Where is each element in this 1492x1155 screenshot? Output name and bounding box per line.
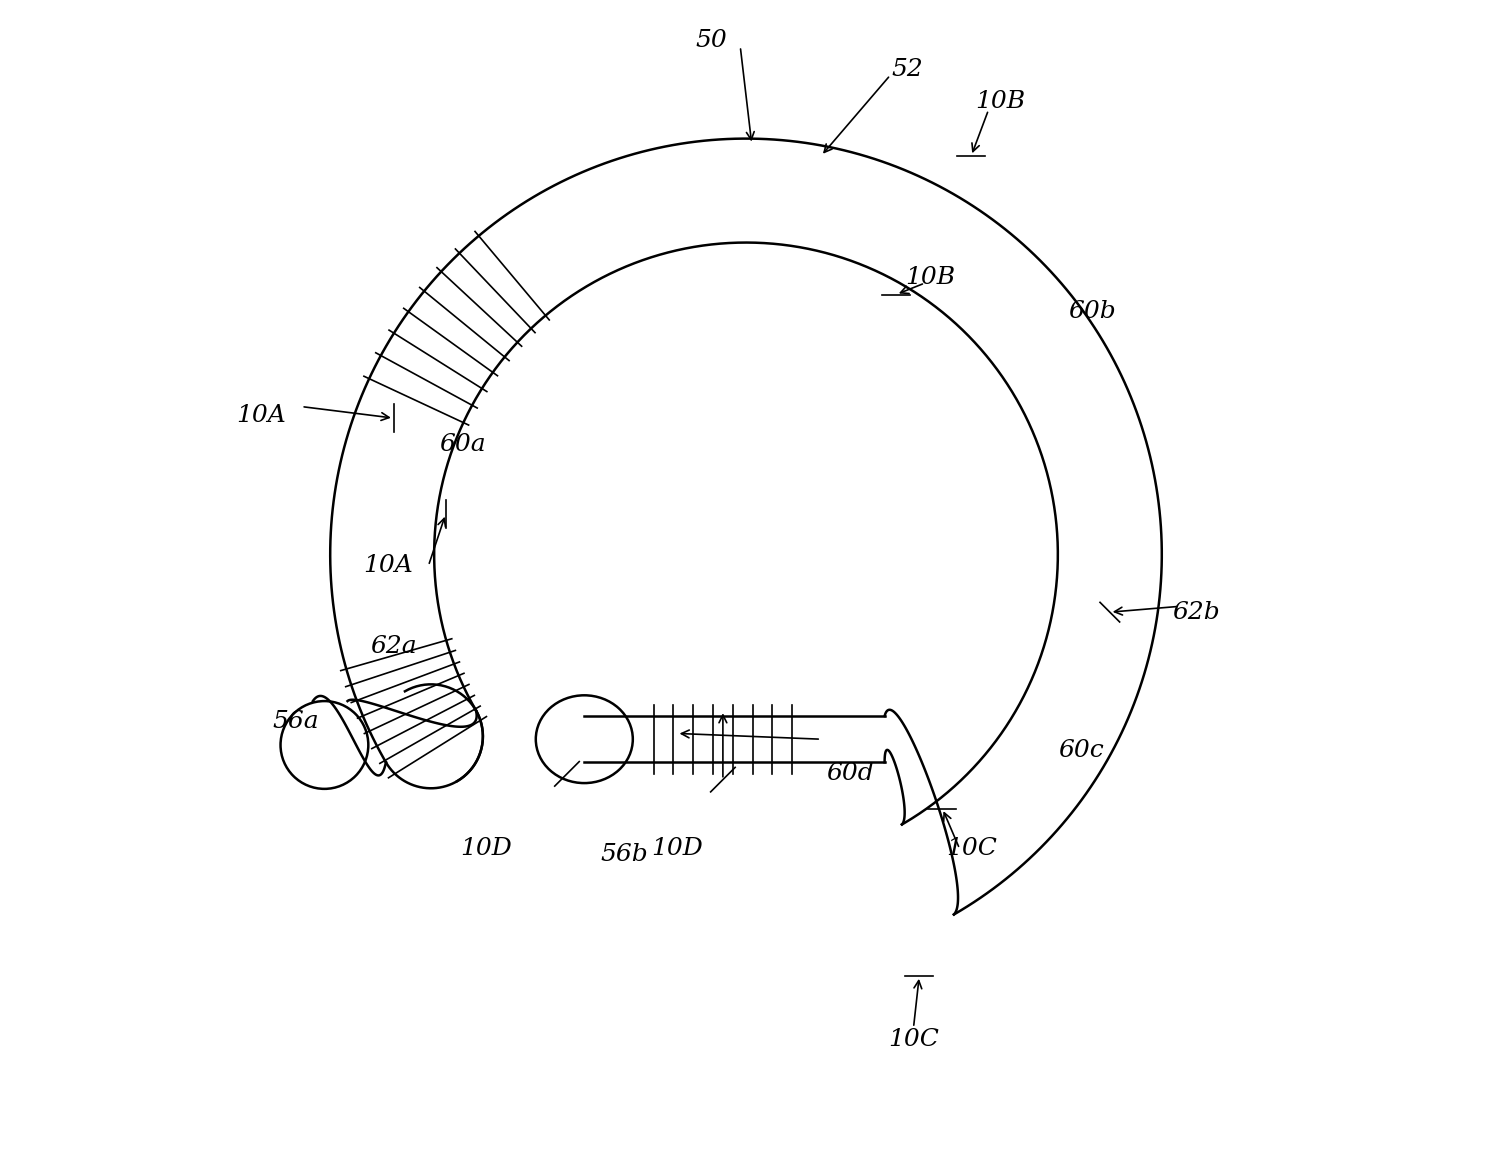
Text: 52: 52 xyxy=(892,58,924,81)
Text: 62a: 62a xyxy=(370,635,418,658)
Text: 60b: 60b xyxy=(1068,300,1116,323)
Text: 60a: 60a xyxy=(440,433,486,456)
Text: 10D: 10D xyxy=(651,837,703,860)
Text: 10A: 10A xyxy=(236,404,286,427)
Text: 60d: 60d xyxy=(827,762,874,785)
Text: 56b: 56b xyxy=(601,843,649,866)
Text: 62b: 62b xyxy=(1173,601,1220,624)
Text: 60c: 60c xyxy=(1058,739,1104,762)
Text: 10C: 10C xyxy=(946,837,997,860)
Text: 10B: 10B xyxy=(906,266,956,289)
Text: 10D: 10D xyxy=(460,837,512,860)
Text: 10C: 10C xyxy=(888,1028,938,1051)
Ellipse shape xyxy=(536,695,633,783)
Text: 10A: 10A xyxy=(363,554,413,578)
Text: 10B: 10B xyxy=(976,90,1025,113)
Circle shape xyxy=(280,701,369,789)
Text: 56a: 56a xyxy=(272,710,319,733)
Text: 50: 50 xyxy=(695,29,727,52)
